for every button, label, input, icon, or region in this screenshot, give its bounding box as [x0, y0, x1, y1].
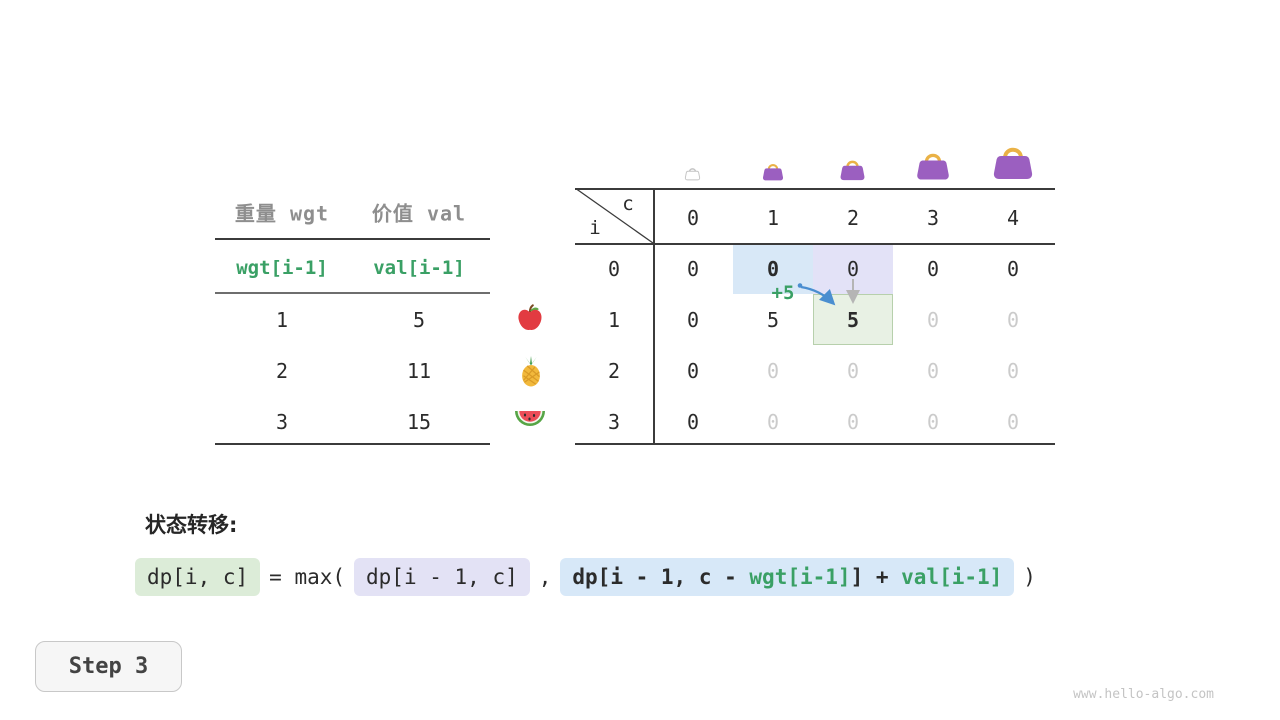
dp-cell: 0: [926, 257, 940, 281]
items-table-val-formula: val[i-1]: [373, 257, 465, 279]
formula-add-term: dp[i - 1, c - wgt[i-1]] + val[i-1]: [560, 558, 1015, 596]
watermelon-icon: [513, 407, 547, 433]
items-table-divider-mid: [215, 292, 490, 294]
dp-cell: 0: [926, 308, 940, 332]
items-table-weight-header: 重量 wgt: [234, 201, 330, 226]
step-badge: Step 3: [35, 641, 182, 692]
bag-xlarge-icon: [990, 142, 1036, 182]
dp-cell-target: 5: [846, 308, 860, 332]
item-value: 5: [412, 308, 426, 332]
bag-medium-icon: [838, 157, 867, 182]
items-table-wgt-formula: wgt[i-1]: [236, 257, 328, 279]
formula-add-wgt: wgt[i-1]: [749, 565, 851, 589]
items-table-divider-top: [215, 238, 490, 240]
dp-col-header: 2: [846, 206, 860, 230]
watermark: www.hello-algo.com: [1073, 687, 1214, 702]
dp-col-axis-label: c: [622, 193, 634, 215]
pineapple-icon: [516, 355, 546, 388]
dp-cell: 0: [686, 410, 700, 434]
dp-table-corner-diagonal: [575, 188, 653, 243]
bag-large-icon: [914, 149, 952, 182]
formula-lhs: dp[i, c]: [135, 558, 261, 596]
dp-cell: 0: [1006, 308, 1020, 332]
apple-icon: [515, 303, 545, 333]
formula-eq-max: = max(: [269, 565, 346, 589]
dp-col-header: 0: [686, 206, 700, 230]
dp-table-header-border: [575, 243, 1055, 245]
item-weight: 2: [275, 359, 289, 383]
dp-cell: 0: [686, 359, 700, 383]
state-transition-label: 状态转移:: [145, 513, 238, 537]
dp-row-header: 1: [607, 308, 621, 332]
dp-cell: 0: [766, 359, 780, 383]
dp-cell-source-add: 0: [766, 257, 780, 281]
item-weight: 3: [275, 410, 289, 434]
dp-col-header: 3: [926, 206, 940, 230]
dp-cell: 0: [846, 359, 860, 383]
dp-cell: 0: [1006, 359, 1020, 383]
state-transition-formula: dp[i, c] = max( dp[i - 1, c] , dp[i - 1,…: [135, 558, 1036, 596]
item-value: 11: [406, 359, 432, 383]
dp-row-header: 0: [607, 257, 621, 281]
dp-col-header: 4: [1006, 206, 1020, 230]
dp-row-axis-label: i: [589, 217, 601, 239]
bag-small-icon: [761, 161, 785, 182]
dp-row-header: 3: [607, 410, 621, 434]
dp-cell: 5: [766, 308, 780, 332]
bag-tiny-icon: [684, 166, 701, 181]
dp-row-header: 2: [607, 359, 621, 383]
dp-cell: 0: [1006, 410, 1020, 434]
dp-cell: 0: [846, 410, 860, 434]
formula-add-prefix: dp[i - 1, c -: [572, 565, 750, 589]
items-table-value-header: 价值 val: [371, 201, 467, 226]
formula-close-paren: ): [1023, 565, 1036, 589]
dp-cell: 0: [766, 410, 780, 434]
dp-cell: 0: [926, 410, 940, 434]
transition-add-value-label: +5: [771, 282, 795, 304]
dp-cell: 0: [1006, 257, 1020, 281]
dp-table-vertical-border: [653, 188, 655, 445]
dp-table: c i 0 1 2 3 4 0 1 2 3 0 0 0 0 0 0 5 5 0 …: [575, 188, 1055, 445]
dp-cell: 0: [686, 308, 700, 332]
dp-cell-source-keep: 0: [846, 257, 860, 281]
dp-col-header: 1: [766, 206, 780, 230]
formula-add-val: val[i-1]: [901, 565, 1003, 589]
formula-comma: ,: [538, 565, 552, 589]
dp-table-bottom-border: [575, 443, 1055, 445]
formula-add-mid: ] +: [850, 565, 902, 589]
dp-table-top-border: [575, 188, 1055, 190]
dp-cell: 0: [926, 359, 940, 383]
dp-cell: 0: [686, 257, 700, 281]
item-weight: 1: [275, 308, 289, 332]
items-table-divider-bottom: [215, 443, 490, 445]
formula-keep-term: dp[i - 1, c]: [354, 558, 530, 596]
item-value: 15: [406, 410, 432, 434]
